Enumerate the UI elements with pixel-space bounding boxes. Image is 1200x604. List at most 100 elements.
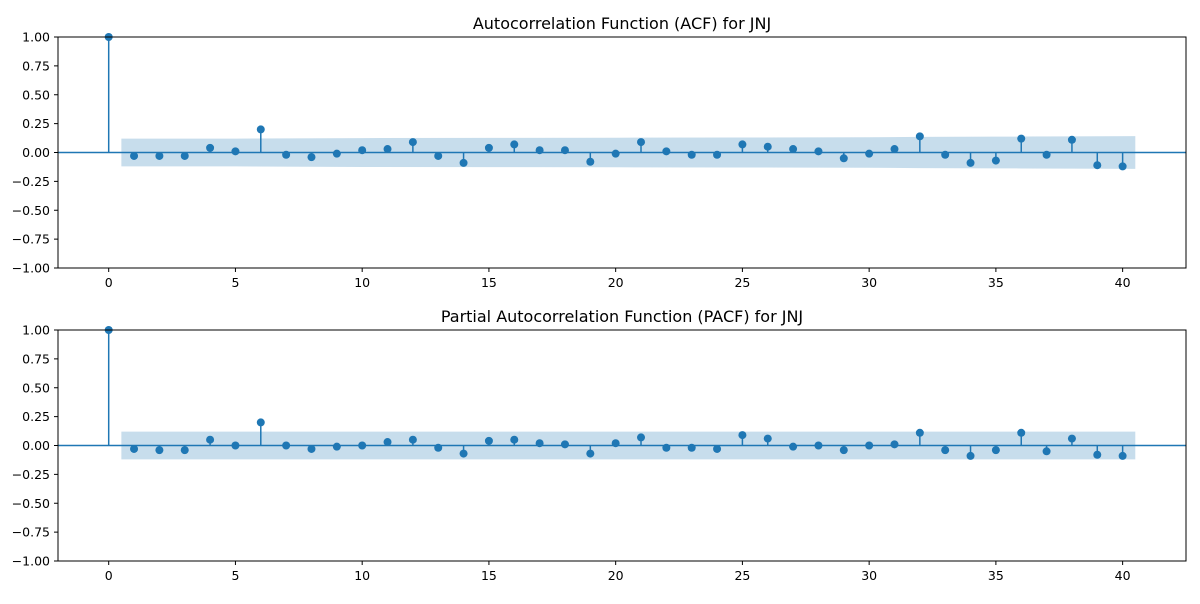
pacf-point-lag-4 xyxy=(206,435,215,444)
pacf-title: Partial Autocorrelation Function (PACF) … xyxy=(441,307,803,326)
pacf-point-lag-18 xyxy=(560,440,569,449)
pacf-point-lag-5 xyxy=(231,441,240,450)
acf-point-lag-4 xyxy=(206,143,215,152)
acf-point-lag-31 xyxy=(890,145,899,154)
pacf-point-lag-23 xyxy=(687,443,696,452)
pacf-point-lag-17 xyxy=(535,439,544,448)
acf-point-lag-25 xyxy=(738,140,747,149)
pacf-point-lag-28 xyxy=(814,441,823,450)
acf-ytick-label-4: 0.00 xyxy=(22,145,50,160)
acf-xtick-label-5: 5 xyxy=(231,275,239,290)
pacf-xtick-label-15: 15 xyxy=(481,568,497,583)
pacf-point-lag-24 xyxy=(713,444,722,453)
pacf-ytick-label-4: 0.00 xyxy=(22,438,50,453)
acf-point-lag-40 xyxy=(1118,162,1127,171)
acf-point-lag-34 xyxy=(966,158,975,167)
acf-xtick-label-35: 35 xyxy=(988,275,1004,290)
acf-point-lag-9 xyxy=(332,149,341,158)
acf-ytick-label-8: −1.00 xyxy=(12,261,50,276)
pacf-point-lag-6 xyxy=(256,418,265,427)
acf-point-lag-30 xyxy=(865,149,874,158)
acf-xtick-label-30: 30 xyxy=(861,275,877,290)
pacf-ytick-label-1: 0.75 xyxy=(22,351,50,366)
acf-point-lag-22 xyxy=(662,147,671,156)
acf-point-lag-36 xyxy=(1017,134,1026,143)
acf-ytick-label-0: 1.00 xyxy=(22,30,50,45)
pacf-panel: Partial Autocorrelation Function (PACF) … xyxy=(12,307,1187,583)
acf-point-lag-37 xyxy=(1042,150,1051,159)
pacf-point-lag-22 xyxy=(662,443,671,452)
pacf-ytick-label-7: −0.75 xyxy=(12,525,50,540)
pacf-ytick-label-8: −1.00 xyxy=(12,554,50,569)
pacf-point-lag-20 xyxy=(611,439,620,448)
acf-point-lag-7 xyxy=(282,150,291,159)
acf-point-lag-2 xyxy=(155,151,164,160)
acf-point-lag-23 xyxy=(687,150,696,159)
acf-point-lag-11 xyxy=(383,145,392,154)
pacf-point-lag-3 xyxy=(180,446,189,455)
acf-point-lag-6 xyxy=(256,125,265,134)
acf-point-lag-18 xyxy=(560,146,569,155)
acf-xtick-label-20: 20 xyxy=(608,275,624,290)
acf-point-lag-17 xyxy=(535,146,544,155)
pacf-point-lag-32 xyxy=(915,428,924,437)
acf-ytick-label-2: 0.50 xyxy=(22,87,50,102)
pacf-ytick-label-2: 0.50 xyxy=(22,380,50,395)
acf-point-lag-38 xyxy=(1067,135,1076,144)
acf-point-lag-10 xyxy=(358,146,367,155)
acf-point-lag-8 xyxy=(307,153,316,162)
pacf-ytick-label-3: 0.25 xyxy=(22,409,50,424)
acf-point-lag-28 xyxy=(814,147,823,156)
acf-panel: Autocorrelation Function (ACF) for JNJ 0… xyxy=(12,14,1187,290)
pacf-point-lag-14 xyxy=(459,449,468,458)
pacf-point-lag-1 xyxy=(130,444,139,453)
acf-ytick-label-6: −0.50 xyxy=(12,203,50,218)
pacf-point-lag-21 xyxy=(637,433,646,442)
pacf-point-lag-33 xyxy=(941,446,950,455)
acf-point-lag-24 xyxy=(713,150,722,159)
pacf-xtick-label-5: 5 xyxy=(231,568,239,583)
acf-point-lag-15 xyxy=(484,143,493,152)
acf-xtick-label-15: 15 xyxy=(481,275,497,290)
pacf-point-lag-26 xyxy=(763,434,772,443)
acf-point-lag-12 xyxy=(408,138,417,147)
acf-point-lag-27 xyxy=(789,145,798,154)
acf-point-lag-16 xyxy=(510,140,519,149)
pacf-xtick-label-30: 30 xyxy=(861,568,877,583)
acf-point-lag-5 xyxy=(231,147,240,156)
acf-xtick-label-0: 0 xyxy=(105,275,113,290)
acf-point-lag-21 xyxy=(637,138,646,147)
pacf-xtick-label-0: 0 xyxy=(105,568,113,583)
acf-point-lag-29 xyxy=(839,154,848,163)
pacf-point-lag-10 xyxy=(358,441,367,450)
acf-title: Autocorrelation Function (ACF) for JNJ xyxy=(473,14,771,33)
pacf-ytick-label-5: −0.25 xyxy=(12,467,50,482)
pacf-point-lag-39 xyxy=(1093,450,1102,459)
pacf-point-lag-15 xyxy=(484,436,493,445)
pacf-point-lag-36 xyxy=(1017,428,1026,437)
pacf-point-lag-37 xyxy=(1042,447,1051,456)
acf-xtick-label-40: 40 xyxy=(1115,275,1131,290)
pacf-point-lag-13 xyxy=(434,443,443,452)
pacf-ytick-label-6: −0.50 xyxy=(12,496,50,511)
pacf-point-lag-34 xyxy=(966,451,975,460)
pacf-point-lag-7 xyxy=(282,441,291,450)
pacf-xtick-label-20: 20 xyxy=(608,568,624,583)
acf-ytick-label-5: −0.25 xyxy=(12,174,50,189)
pacf-point-lag-25 xyxy=(738,431,747,440)
pacf-point-lag-35 xyxy=(991,446,1000,455)
pacf-point-lag-31 xyxy=(890,440,899,449)
pacf-point-lag-19 xyxy=(586,449,595,458)
pacf-point-lag-2 xyxy=(155,446,164,455)
acf-ytick-label-3: 0.25 xyxy=(22,116,50,131)
pacf-ytick-label-0: 1.00 xyxy=(22,323,50,338)
acf-point-lag-33 xyxy=(941,150,950,159)
pacf-point-lag-27 xyxy=(789,442,798,451)
pacf-point-lag-38 xyxy=(1067,434,1076,443)
pacf-point-lag-16 xyxy=(510,435,519,444)
pacf-point-lag-29 xyxy=(839,446,848,455)
acf-point-lag-32 xyxy=(915,132,924,141)
acf-point-lag-19 xyxy=(586,157,595,166)
acf-xtick-label-25: 25 xyxy=(734,275,750,290)
